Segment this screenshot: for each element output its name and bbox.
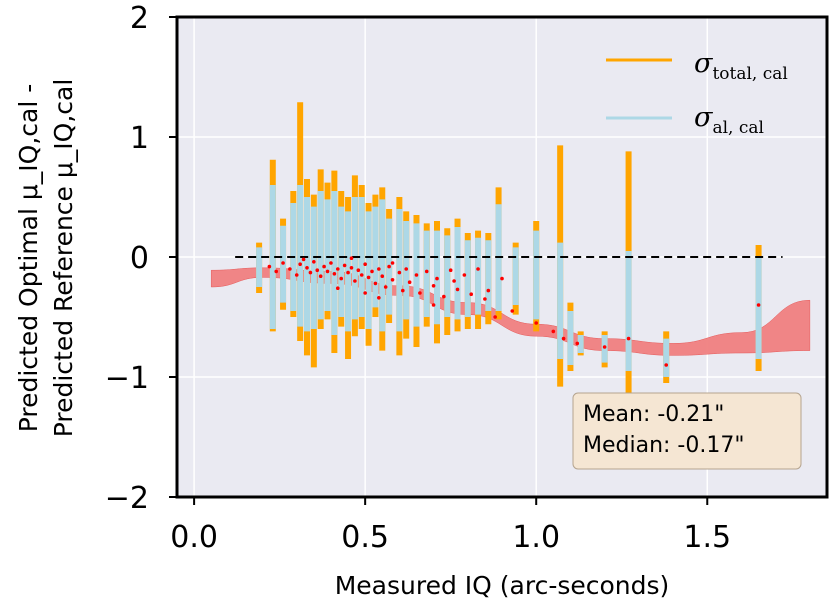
scatter-point-39 bbox=[431, 284, 436, 288]
scatter-point-46 bbox=[476, 267, 480, 271]
scatter-point-2 bbox=[281, 261, 285, 265]
scatter-point-53 bbox=[602, 345, 607, 349]
scatter-point-48 bbox=[493, 315, 497, 319]
scatter-point-62 bbox=[452, 279, 456, 283]
scatter-point-32 bbox=[397, 270, 402, 275]
scatter-point-56 bbox=[756, 303, 761, 307]
stats-box: Mean: -0.21" Median: -0.17" bbox=[572, 392, 802, 470]
scatter-point-33 bbox=[400, 288, 405, 293]
scatter-point-27 bbox=[377, 267, 381, 271]
x-axis-label: Measured IQ (arc-seconds) bbox=[335, 571, 670, 600]
legend-label-total: σtotal, cal bbox=[694, 48, 788, 84]
scatter-point-4 bbox=[294, 273, 299, 277]
y-axis-label-line2: Predicted Reference μ_IQ,cal bbox=[49, 79, 78, 438]
scatter-point-1 bbox=[274, 269, 279, 274]
scatter-point-66 bbox=[349, 256, 354, 261]
scatter-point-43 bbox=[455, 287, 460, 292]
scatter-point-28 bbox=[380, 274, 385, 279]
scatter-point-38 bbox=[424, 269, 429, 274]
scatter-point-64 bbox=[500, 276, 504, 281]
scatter-point-41 bbox=[442, 294, 446, 299]
scatter-point-layer bbox=[267, 256, 761, 367]
scatter-point-31 bbox=[390, 278, 395, 282]
scatter-point-37 bbox=[418, 291, 422, 295]
y-tick-label-1: −1 bbox=[105, 361, 149, 396]
scatter-point-18 bbox=[346, 270, 350, 275]
x-tick-label-3: 1.5 bbox=[683, 520, 731, 555]
scatter-point-57 bbox=[301, 257, 306, 262]
scatter-point-26 bbox=[373, 281, 378, 286]
scatter-point-51 bbox=[561, 336, 566, 341]
scatter-point-63 bbox=[486, 288, 491, 293]
scatter-point-29 bbox=[383, 285, 388, 289]
scatter-point-59 bbox=[363, 291, 367, 295]
scatter-point-20 bbox=[353, 279, 357, 283]
scatter-point-22 bbox=[359, 273, 364, 277]
scatter-point-36 bbox=[414, 273, 419, 277]
scatter-point-61 bbox=[431, 303, 436, 307]
scatter-point-3 bbox=[288, 267, 292, 271]
scatter-point-44 bbox=[462, 273, 467, 277]
scatter-point-13 bbox=[329, 261, 333, 265]
legend-label-al: σal, cal bbox=[694, 102, 764, 138]
x-tick-label-0: 0.0 bbox=[170, 520, 218, 555]
scatter-point-55 bbox=[664, 363, 669, 367]
stats-median: Median: -0.17" bbox=[583, 433, 744, 458]
scatter-point-45 bbox=[469, 292, 474, 297]
scatter-point-65 bbox=[534, 321, 539, 325]
scatter-point-12 bbox=[325, 269, 330, 274]
axis-ticks: 0.0 0.5 1.0 1.5 −2 −1 0 1 2 bbox=[105, 1, 731, 555]
error-bar-layer bbox=[256, 102, 762, 399]
scatter-point-47 bbox=[483, 297, 487, 301]
x-tick-label-2: 1.0 bbox=[512, 520, 560, 555]
y-axis-label-line1: Predicted Optimal μ_IQ,cal - bbox=[14, 84, 43, 433]
scatter-point-8 bbox=[312, 260, 316, 264]
scatter-point-17 bbox=[342, 263, 347, 268]
scatter-point-58 bbox=[335, 286, 340, 291]
scatter-point-42 bbox=[448, 268, 453, 273]
x-tick-label-1: 0.5 bbox=[341, 520, 389, 555]
scatter-point-0 bbox=[267, 264, 272, 269]
scatter-point-7 bbox=[308, 270, 313, 275]
legend: σtotal, cal σal, cal bbox=[606, 48, 788, 138]
scatter-point-60 bbox=[390, 261, 395, 265]
scatter-point-21 bbox=[356, 268, 361, 273]
scatter-point-23 bbox=[363, 262, 367, 267]
scatter-point-15 bbox=[335, 267, 340, 271]
scatter-point-25 bbox=[370, 269, 374, 274]
scatter-point-16 bbox=[339, 276, 344, 281]
scatter-point-34 bbox=[404, 267, 409, 271]
y-tick-label-4: 2 bbox=[130, 1, 149, 36]
scatter-point-52 bbox=[575, 341, 580, 346]
y-tick-label-2: 0 bbox=[130, 241, 149, 276]
scatter-point-30 bbox=[387, 264, 391, 269]
stats-mean: Mean: -0.21" bbox=[583, 402, 724, 427]
scatter-point-67 bbox=[377, 296, 381, 300]
scatter-point-6 bbox=[305, 266, 309, 270]
scatter-point-10 bbox=[318, 274, 323, 279]
scatter-point-5 bbox=[298, 262, 302, 267]
scatter-point-35 bbox=[407, 280, 412, 285]
y-tick-label-0: −2 bbox=[105, 481, 149, 516]
stats-box-background bbox=[572, 392, 802, 470]
scatter-point-40 bbox=[435, 276, 439, 281]
y-tick-label-3: 1 bbox=[130, 121, 149, 156]
scatter-point-9 bbox=[315, 268, 320, 273]
scatter-point-14 bbox=[332, 272, 337, 276]
scatter-point-49 bbox=[510, 309, 515, 313]
scatter-point-50 bbox=[551, 329, 556, 334]
scatter-point-54 bbox=[626, 336, 631, 341]
scatter-point-19 bbox=[349, 266, 354, 270]
scatter-point-11 bbox=[322, 264, 326, 269]
scatter-point-24 bbox=[366, 275, 371, 280]
